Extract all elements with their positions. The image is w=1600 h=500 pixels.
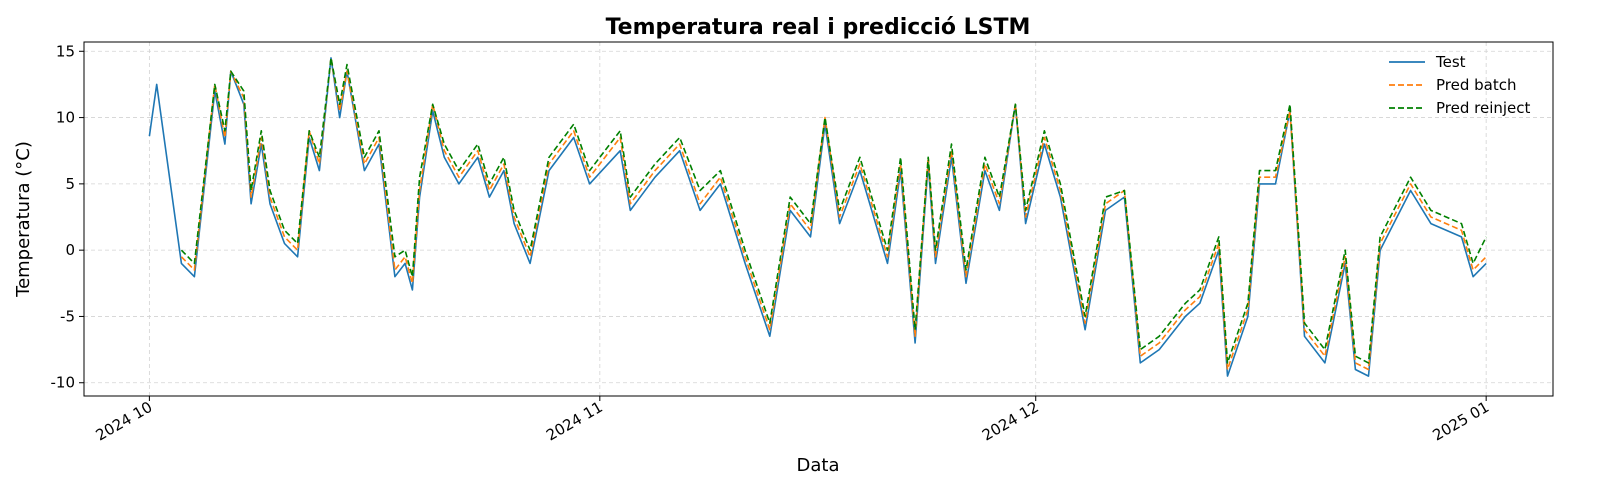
legend-label: Pred reinject — [1436, 99, 1531, 117]
x-tick-label: 2025 01 — [1429, 398, 1492, 445]
y-tick-label: 5 — [65, 175, 75, 193]
y-tick-label: 15 — [56, 42, 75, 60]
legend-label: Pred batch — [1436, 76, 1517, 94]
plot-frame — [83, 41, 1554, 397]
line-series — [180, 57, 1487, 364]
x-tick-label: 2024 10 — [93, 398, 156, 445]
y-tick-label: 0 — [65, 241, 75, 259]
y-tick-label: -5 — [60, 307, 75, 325]
y-axis-label: Temperatura (°C) — [13, 141, 34, 298]
line-series — [148, 57, 1487, 377]
x-tick-label: 2024 11 — [543, 398, 606, 445]
y-tick-label: 10 — [56, 109, 75, 127]
chart-title: Temperatura real i predicció LSTM — [606, 15, 1031, 40]
legend-label: Test — [1435, 53, 1466, 71]
line-series — [180, 57, 1487, 371]
x-axis-label: Data — [797, 455, 840, 476]
x-tick-label: 2024 12 — [979, 398, 1042, 445]
y-tick-label: -10 — [51, 374, 76, 392]
